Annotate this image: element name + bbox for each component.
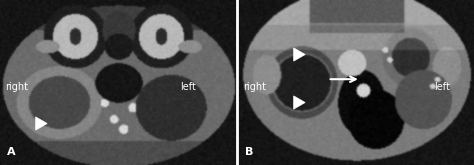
Text: B: B — [245, 147, 254, 157]
Text: right: right — [5, 82, 28, 92]
Text: left: left — [180, 82, 196, 92]
Text: right: right — [243, 82, 265, 92]
Text: A: A — [7, 147, 16, 157]
Text: left: left — [434, 82, 450, 92]
